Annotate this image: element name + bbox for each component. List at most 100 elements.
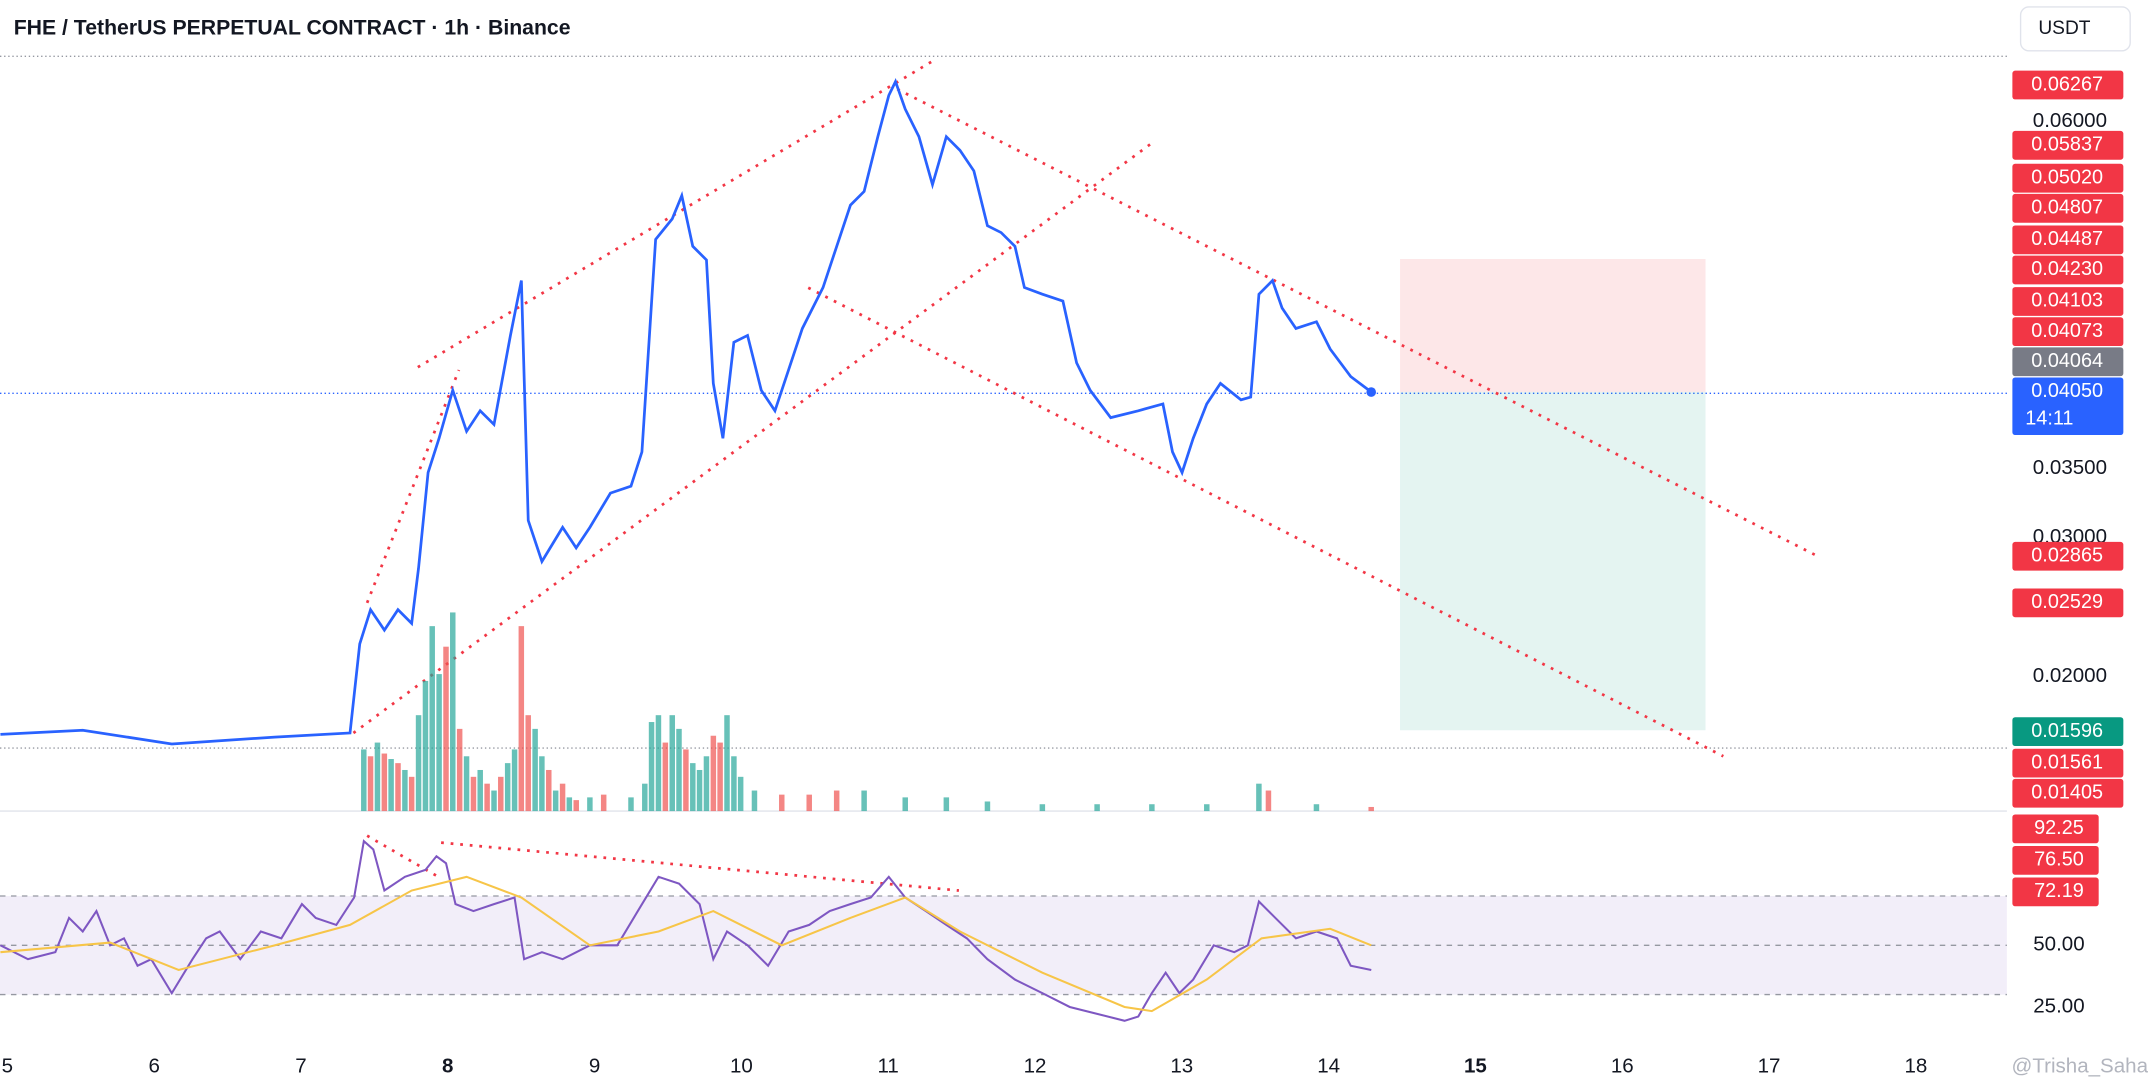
price-tag	[2012, 287, 2124, 316]
rsi-tick-label: 50.00	[2033, 933, 2084, 956]
x-tick-label: 6	[148, 1055, 159, 1078]
volume-bar	[1313, 804, 1320, 812]
volume-bar	[450, 612, 456, 812]
volume-bar	[361, 749, 367, 812]
volume-bar	[463, 756, 470, 812]
volume-bar	[696, 769, 703, 812]
x-tick-label: 15	[1464, 1055, 1487, 1078]
trendline	[352, 142, 1152, 735]
price-tag-label: 0.02865	[2031, 545, 2103, 567]
price-tag-label: 0.02529	[2031, 591, 2103, 613]
price-tag	[2012, 193, 2124, 223]
volume-bar	[566, 797, 573, 812]
volume-bar	[374, 742, 381, 812]
volume-bar	[546, 769, 552, 812]
price-tag	[2012, 163, 2124, 193]
x-tick-label: 10	[730, 1055, 753, 1078]
volume-bar	[559, 783, 566, 812]
price-tag-label: 0.05837	[2031, 134, 2103, 156]
x-tick-label: 17	[1758, 1055, 1781, 1078]
x-tick-label: 13	[1170, 1055, 1193, 1078]
volume-bar	[573, 800, 579, 812]
volume-bar	[408, 776, 415, 812]
volume-bar	[477, 769, 483, 812]
volume-bar	[833, 790, 840, 812]
rsi-tag	[2012, 846, 2099, 875]
currency-button[interactable]	[2019, 6, 2131, 52]
volume-bar	[525, 715, 531, 812]
rsi-band	[0, 896, 2007, 995]
price-tag-label: 0.04487	[2031, 228, 2103, 250]
y-tick-label: 0.02000	[2033, 664, 2107, 687]
volume-bar	[491, 790, 497, 812]
price-tag	[2012, 255, 2124, 285]
x-tick-label: 14	[1317, 1055, 1340, 1078]
price-tag-label: 0.01561	[2031, 751, 2103, 773]
rsi-line	[0, 839, 1372, 1022]
volume-bar	[690, 763, 696, 812]
price-tag-label: 0.04230	[2031, 258, 2103, 280]
trendline	[365, 369, 461, 604]
volume-bar	[532, 728, 538, 812]
volume-bar	[1265, 790, 1272, 812]
price-tag-label: 0.04073	[2031, 320, 2103, 342]
x-tick-label: 5	[2, 1055, 13, 1078]
price-tag	[2012, 70, 2124, 100]
volume-bar	[422, 680, 429, 812]
x-tick-label: 9	[589, 1055, 600, 1078]
volume-bar	[429, 626, 435, 812]
volume-bar	[395, 763, 401, 812]
volume-bar	[470, 776, 477, 812]
volume-bar	[1094, 804, 1100, 812]
volume-bar	[943, 797, 950, 812]
volume-bar	[587, 797, 593, 812]
rsi-tag	[2012, 877, 2099, 907]
volume-bar	[703, 756, 710, 812]
volume-bar	[504, 763, 511, 812]
volume-bar	[669, 715, 675, 812]
price-tag-label: 0.04103	[2031, 290, 2103, 312]
volume-bar	[717, 742, 723, 812]
volume-bar	[1368, 806, 1374, 812]
price-tag-label: 0.04064	[2031, 350, 2103, 372]
currency-label: USDT	[2038, 18, 2090, 39]
x-tick-label: 7	[295, 1055, 306, 1078]
price-line	[0, 78, 1373, 746]
price-tag	[2012, 347, 2124, 377]
volume-bar	[902, 797, 908, 812]
price-tag	[2012, 377, 2124, 436]
price-tag-label: 0.04050	[2031, 380, 2103, 402]
volume-bar	[456, 728, 463, 812]
volume-bar	[518, 626, 525, 812]
volume-bar	[731, 756, 737, 812]
volume-bar	[861, 790, 867, 812]
volume-bar	[1256, 783, 1262, 812]
stop-zone	[1400, 259, 1706, 392]
trendline	[366, 834, 440, 879]
price-tag-label: 0.04807	[2031, 197, 2103, 219]
last-price-dot	[1366, 387, 1377, 397]
volume-bar	[683, 749, 689, 812]
x-tick-label: 11	[878, 1055, 899, 1078]
price-tag-label: 0.06267	[2031, 73, 2103, 95]
price-tag	[2012, 130, 2124, 160]
rsi-tick-label: 25.00	[2033, 994, 2084, 1017]
trendline	[440, 841, 960, 892]
price-tag	[2012, 541, 2124, 571]
price-tag	[2012, 317, 2124, 346]
rsi-tag-label: 92.25	[2034, 817, 2084, 839]
volume-bar	[648, 722, 655, 812]
volume-bar	[367, 756, 374, 812]
volume-bar	[642, 783, 648, 812]
volume-bar	[806, 794, 812, 812]
volume-bar	[402, 769, 408, 812]
x-tick-label: 8	[442, 1055, 453, 1078]
rsi-tag	[2012, 814, 2099, 844]
volume-bar	[484, 783, 490, 812]
volume-bar	[388, 759, 394, 812]
volume-bar	[552, 790, 559, 812]
volume-bar	[511, 749, 518, 812]
price-tag	[2012, 717, 2124, 747]
volume-bar	[1149, 804, 1155, 812]
